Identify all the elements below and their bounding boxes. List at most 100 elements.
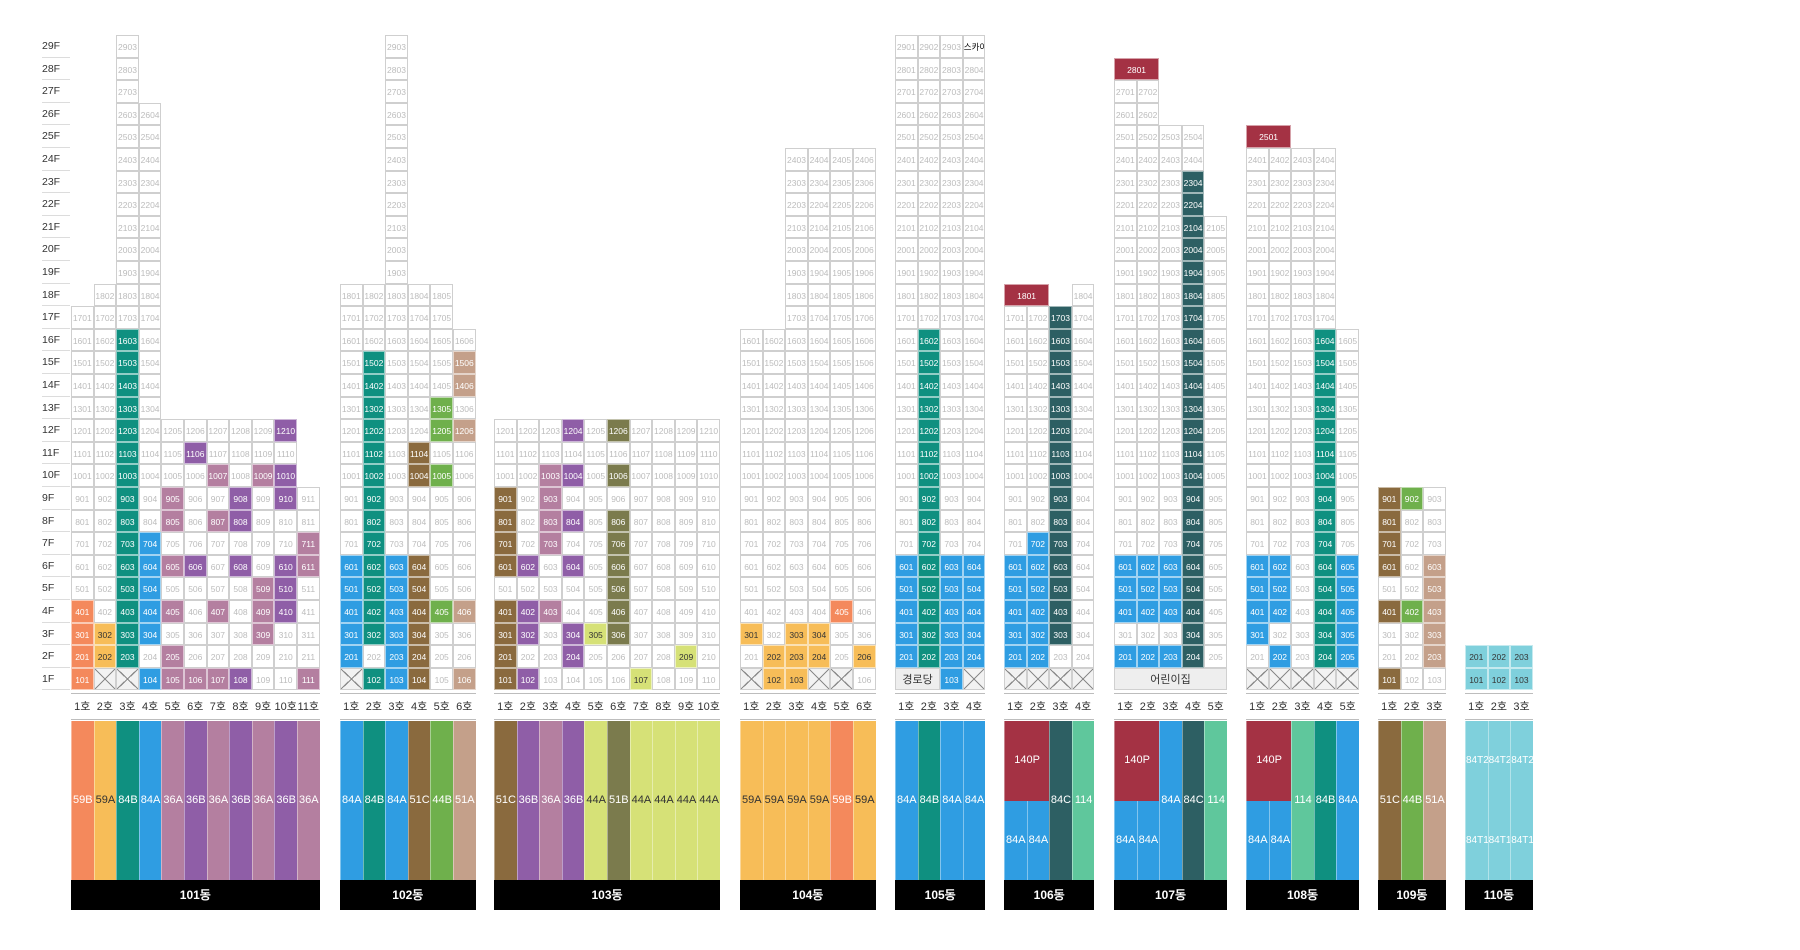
unit-cell: 1303 — [940, 396, 963, 420]
floor-label: 12F — [42, 419, 70, 442]
unit-cell: 1303 — [1291, 396, 1314, 420]
unit-cell: 903 — [940, 487, 963, 510]
unit-cell: 2004 — [1181, 238, 1205, 261]
unit-cell: 304 — [807, 622, 831, 646]
unit-cell: 1202 — [1268, 419, 1292, 442]
unit-type-cell: 36B — [184, 721, 207, 880]
unit-cell: 402 — [1268, 600, 1292, 623]
unit-cell: 307 — [206, 622, 230, 646]
unit-type-cell: 59A — [762, 721, 786, 880]
unit-cell: 402 — [1026, 600, 1050, 623]
unit-cell: 1402 — [362, 374, 386, 397]
unit-cell: 404 — [138, 600, 162, 623]
unit-cell: 904 — [1071, 487, 1095, 510]
line-label: 3호 — [940, 693, 963, 721]
unit-cell: 601 — [1114, 554, 1137, 578]
unit-cell: 401 — [1378, 600, 1401, 623]
unit-cell: 1802 — [362, 283, 386, 307]
unit-cell: 1904 — [807, 261, 831, 284]
unit-cell: 905 — [161, 487, 184, 510]
unit-cell: 1504 — [138, 351, 162, 374]
unit-cell: 1402 — [93, 374, 117, 397]
unit-cell: 2204 — [962, 193, 986, 216]
unit-cell: 303 — [116, 622, 139, 646]
unit-cell: 204 — [807, 645, 831, 668]
building-3: 201 301 401 501 601 701 801 901 1001 1101 1201 1301… — [740, 0, 876, 950]
unit-cell: 1603 — [1049, 328, 1072, 352]
unit-cell: 1205 — [1336, 419, 1359, 442]
building-7: 201 301 401 501 601 701 801 901 1001 1101 1201 1301… — [1246, 0, 1359, 950]
unit-type-cell: 36A — [161, 721, 184, 880]
building-name: 103동 — [494, 880, 720, 910]
unit-cell: 202 — [1136, 645, 1160, 668]
unit-cell: 601 — [340, 554, 363, 578]
unit-cell: 2101 — [1114, 215, 1137, 239]
unit-cell: 804 — [407, 509, 431, 533]
unit-cell: 506 — [184, 577, 207, 600]
unit-cell: 906 — [453, 487, 476, 510]
unit-cell: 805 — [584, 509, 607, 533]
unit-type-cell: 84A — [940, 721, 963, 880]
floor-label: 15F — [42, 351, 70, 374]
unit-cell: 604 — [1181, 554, 1205, 578]
unit-cell: 503 — [385, 577, 408, 600]
unit-cell: 908 — [652, 487, 675, 510]
unit-cell: 1202 — [93, 419, 117, 442]
unit-cell: 1401 — [340, 374, 363, 397]
unit-cell: 2501 — [895, 125, 918, 148]
unit-cell: 1705 — [830, 306, 853, 329]
unit-cell: 1404 — [1313, 374, 1337, 397]
unit-cell: 2203 — [1159, 193, 1182, 216]
unit-cell: 1705 — [1204, 306, 1227, 329]
unit-cell: 1109 — [674, 441, 698, 465]
unit-cell: 1204 — [407, 419, 431, 442]
unit-cell: 2501 — [1114, 125, 1137, 148]
unit-type-cell: 84A — [1246, 800, 1269, 880]
unit-cell: 2003 — [1159, 238, 1182, 261]
unit-cell: 506 — [607, 577, 630, 600]
unit-cell: 906 — [853, 487, 876, 510]
unit-cell: 907 — [629, 487, 653, 510]
unit-cell: 1502 — [362, 351, 386, 374]
unit-cell: 805 — [161, 509, 184, 533]
unit-cell: 204 — [1181, 645, 1205, 668]
floor-label: 6F — [42, 555, 70, 578]
unit-cell: 302 — [1400, 622, 1424, 646]
unit-cell: 302 — [1136, 622, 1160, 646]
unit-cell: 802 — [516, 509, 540, 533]
unit-cell: 1502 — [1268, 351, 1292, 374]
unit-cell: 402 — [362, 600, 386, 623]
unit-cell: 1201 — [1114, 419, 1137, 442]
line-label: 11호 — [297, 693, 320, 721]
unit-cell: 2403 — [1159, 148, 1182, 171]
unit-cell: 1104 — [962, 441, 986, 465]
unit-cell: 1105 — [161, 441, 184, 465]
unit-cell: 1702 — [917, 306, 941, 329]
floor-label: 27F — [42, 80, 70, 103]
unit-cell: 610 — [274, 554, 297, 578]
unit-cell: 301 — [1004, 622, 1027, 646]
unit-cell: 1801 — [895, 283, 918, 307]
unit-cell: 1503 — [385, 351, 408, 374]
line-label: 7호 — [206, 693, 230, 721]
unit-cell: 802 — [1268, 509, 1292, 533]
unit-cell: 1702 — [362, 306, 386, 329]
unit-cell: 511 — [297, 577, 320, 600]
unit-cell: 1404 — [407, 374, 431, 397]
unit-cell: 701 — [1246, 532, 1269, 555]
sky-label: 스카이 — [962, 35, 986, 58]
unit-cell: 2702 — [1136, 80, 1160, 103]
unit-cell: 1005 — [830, 464, 853, 487]
unit-cell: 803 — [1049, 509, 1072, 533]
unit-cell: 302 — [362, 622, 386, 646]
empty-unit-cell — [962, 667, 986, 691]
unit-cell: 1701 — [895, 306, 918, 329]
unit-cell: 503 — [539, 577, 562, 600]
line-label: 6호 — [184, 693, 207, 721]
unit-cell: 1505 — [1336, 351, 1359, 374]
unit-cell: 802 — [762, 509, 786, 533]
unit-cell: 1804 — [1313, 283, 1337, 307]
unit-cell: 303 — [1291, 622, 1314, 646]
unit-cell: 2404 — [807, 148, 831, 171]
line-label: 2호 — [1268, 693, 1292, 721]
